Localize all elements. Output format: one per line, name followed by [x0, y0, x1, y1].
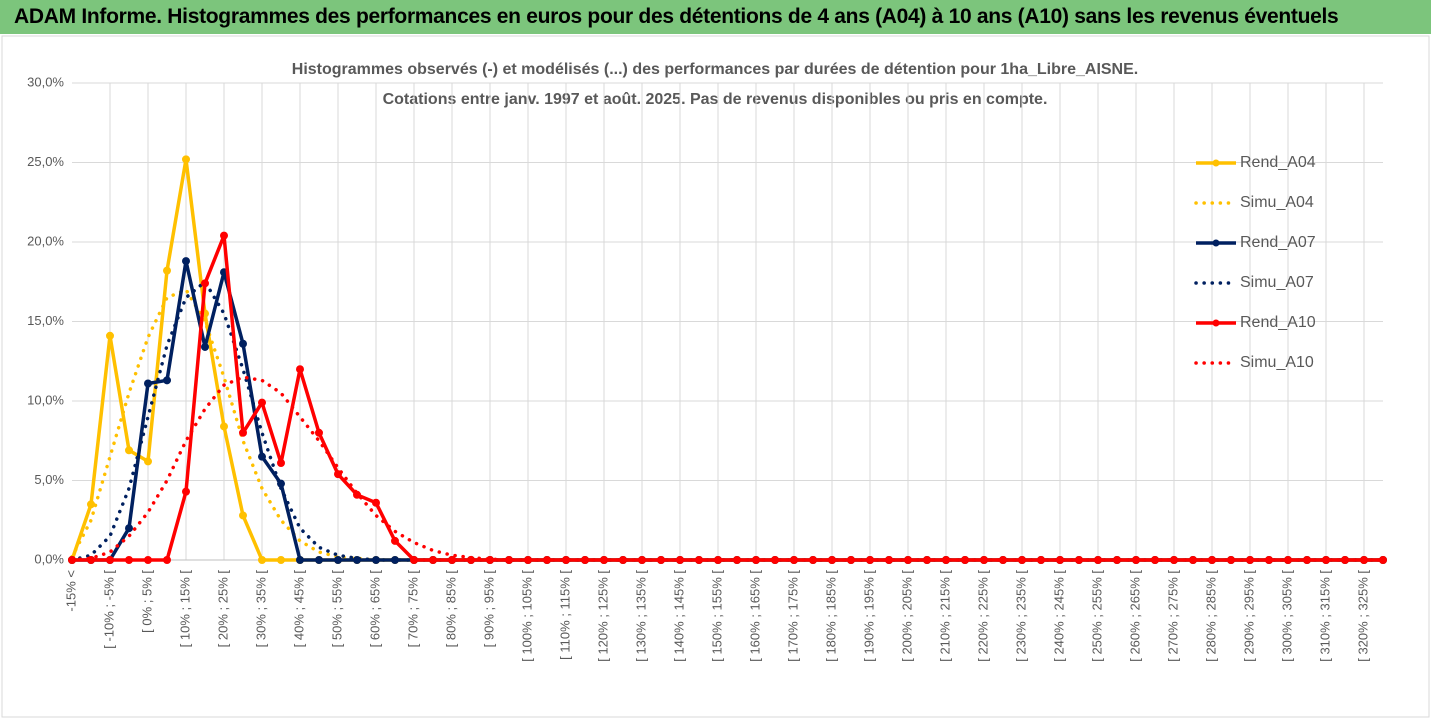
x-tick-label: [ 160% ; 165% [ — [747, 570, 762, 662]
data-point — [125, 446, 133, 455]
x-tick-label: [ 260% ; 265% [ — [1127, 570, 1142, 662]
data-point — [239, 511, 247, 520]
y-tick-label: 0,0% — [34, 551, 64, 566]
data-point — [258, 452, 266, 461]
x-tick-label: [ 70% ; 75% [ — [405, 570, 420, 648]
data-point — [144, 379, 152, 388]
x-tick-label: [ 170% ; 175% [ — [785, 570, 800, 662]
data-point — [277, 459, 285, 468]
data-point — [182, 155, 190, 164]
chart: Histogrammes observés (-) et modélisés (… — [1, 35, 1430, 718]
x-tick-label: [ 50% ; 55% [ — [329, 570, 344, 648]
data-point — [201, 342, 209, 351]
data-point — [220, 422, 228, 431]
x-tick-label: [ 320% ; 325% [ — [1355, 570, 1370, 662]
data-point — [410, 556, 418, 564]
data-point — [163, 556, 171, 564]
data-point — [448, 556, 456, 564]
data-point — [144, 457, 152, 466]
x-tick-label: [ 150% ; 155% [ — [709, 570, 724, 662]
x-tick-label: [ 190% ; 195% [ — [861, 570, 876, 662]
x-tick-label: [ 130% ; 135% [ — [633, 570, 648, 662]
data-point — [391, 536, 399, 545]
legend-marker — [1212, 319, 1220, 327]
x-tick-label: [ 90% ; 95% [ — [481, 570, 496, 648]
data-point — [239, 339, 247, 348]
x-tick-label: [ 220% ; 225% [ — [975, 570, 990, 662]
header-title: ADAM Informe. Histogrammes des performan… — [0, 0, 1431, 34]
x-tick-label: [ 40% ; 45% [ — [291, 570, 306, 648]
series-line — [72, 233, 1383, 562]
data-point — [106, 556, 114, 564]
x-tick-label: [ -10% ; -5% [ — [101, 570, 116, 649]
data-point — [87, 500, 95, 509]
x-tick-label: [ 210% ; 215% [ — [937, 570, 952, 662]
legend-label: Simu_A07 — [1240, 274, 1314, 291]
y-tick-label: 30,0% — [27, 74, 64, 89]
y-tick-label: 5,0% — [34, 472, 64, 487]
y-tick-label: 15,0% — [27, 313, 64, 328]
legend-label: Rend_A07 — [1240, 234, 1316, 251]
data-point — [296, 556, 304, 564]
data-point — [125, 524, 133, 533]
legend-label: Simu_A10 — [1240, 354, 1314, 371]
legend-label: Rend_A04 — [1240, 154, 1316, 171]
y-tick-label: 20,0% — [27, 233, 64, 248]
chart-subtitle: Cotations entre janv. 1997 et août. 2025… — [383, 91, 1048, 108]
x-tick-label: [ 20% ; 25% [ — [215, 570, 230, 648]
x-tick-label: [ 60% ; 65% [ — [367, 570, 382, 648]
x-tick-label: [ 10% ; 15% [ — [177, 570, 192, 648]
data-point — [1379, 556, 1387, 564]
y-tick-label: 10,0% — [27, 392, 64, 407]
legend-marker — [1212, 159, 1220, 167]
data-point — [258, 398, 266, 407]
data-point — [315, 556, 323, 564]
x-tick-label: [ 290% ; 295% [ — [1241, 570, 1256, 662]
x-tick-label: [ 80% ; 85% [ — [443, 570, 458, 648]
x-tick-label: [ 230% ; 235% [ — [1013, 570, 1028, 662]
data-point — [258, 556, 266, 564]
x-tick-label: [ 180% ; 185% [ — [823, 570, 838, 662]
x-tick-label: [ 200% ; 205% [ — [899, 570, 914, 662]
data-point — [106, 331, 114, 340]
data-point — [296, 365, 304, 374]
data-point — [334, 556, 342, 564]
data-point — [163, 266, 171, 275]
data-point — [125, 556, 133, 564]
x-tick-label: -15% < — [63, 570, 78, 612]
x-tick-label: [ 310% ; 315% [ — [1317, 570, 1332, 662]
legend-label: Simu_A04 — [1240, 194, 1314, 211]
data-point — [372, 498, 380, 507]
x-tick-label: [ 120% ; 125% [ — [595, 570, 610, 662]
x-tick-label: [ 270% ; 275% [ — [1165, 570, 1180, 662]
legend-marker — [1212, 239, 1220, 247]
data-point — [239, 428, 247, 437]
data-point — [277, 556, 285, 564]
x-tick-label: [ 110% ; 115% [ — [557, 570, 572, 660]
data-point — [182, 487, 190, 496]
data-point — [220, 231, 228, 240]
chart-title: Histogrammes observés (-) et modélisés (… — [292, 61, 1138, 78]
x-tick-label: [ 250% ; 255% [ — [1089, 570, 1104, 662]
data-point — [163, 376, 171, 385]
chart-border — [1, 35, 1430, 718]
x-tick-label: [ 140% ; 145% [ — [671, 570, 686, 662]
x-tick-label: [ 100% ; 105% [ — [519, 570, 534, 662]
x-tick-label: [ 280% ; 285% [ — [1203, 570, 1218, 662]
legend-label: Rend_A10 — [1240, 314, 1316, 331]
data-point — [315, 428, 323, 437]
data-point — [144, 556, 152, 564]
x-tick-label: [ 300% ; 305% [ — [1279, 570, 1294, 662]
x-tick-label: [ 30% ; 35% [ — [253, 570, 268, 648]
x-tick-label: [ 0% ; 5% [ — [139, 570, 154, 633]
x-tick-label: [ 240% ; 245% [ — [1051, 570, 1066, 662]
data-point — [429, 556, 437, 564]
data-point — [182, 257, 190, 266]
data-point — [201, 279, 209, 288]
y-tick-label: 25,0% — [27, 154, 64, 169]
